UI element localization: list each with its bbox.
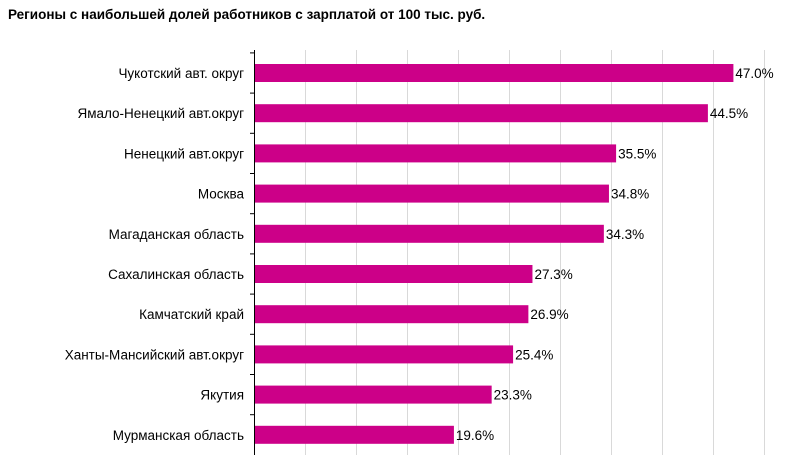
bar <box>255 345 514 364</box>
data-label: 34.8% <box>611 187 649 202</box>
bar <box>255 64 734 82</box>
value-labels: 47.0% 44.5% 35.5% 34.8% 34.3% 27.3% 26.9% 25.4%… <box>456 66 774 443</box>
bar <box>255 385 492 404</box>
category-labels: Чукотский авт. округ Ямало-Ненецкий авт.о… <box>65 52 254 443</box>
category-label: Ханты-Мансийский авт.округ <box>65 347 244 362</box>
category-label: Магаданская область <box>109 227 244 242</box>
bars <box>255 64 734 444</box>
bar <box>255 144 617 163</box>
chart-title: Регионы с наибольшей долей работников с … <box>8 7 486 22</box>
bar <box>255 104 708 123</box>
data-label: 25.4% <box>515 347 553 362</box>
bar <box>255 184 609 203</box>
data-label: 23.3% <box>494 388 532 403</box>
data-label: 47.0% <box>735 66 773 81</box>
category-label: Ненецкий авт.округ <box>124 146 244 161</box>
data-label: 44.5% <box>710 106 748 121</box>
data-label: 19.6% <box>456 428 494 443</box>
data-label: 27.3% <box>534 267 572 282</box>
category-label: Чукотский авт. округ <box>118 66 244 81</box>
category-label: Ямало-Ненецкий авт.округ <box>77 106 244 121</box>
bar <box>255 224 604 243</box>
bar <box>255 305 529 324</box>
category-label: Мурманская область <box>113 428 244 443</box>
bar <box>255 425 454 444</box>
category-label: Камчатский край <box>139 307 244 322</box>
category-label: Якутия <box>200 388 244 403</box>
category-label: Сахалинская область <box>108 267 244 282</box>
data-label: 26.9% <box>530 307 568 322</box>
data-label: 35.5% <box>618 146 656 161</box>
category-label: Москва <box>198 187 245 202</box>
bar <box>255 265 533 283</box>
data-label: 34.3% <box>606 227 644 242</box>
